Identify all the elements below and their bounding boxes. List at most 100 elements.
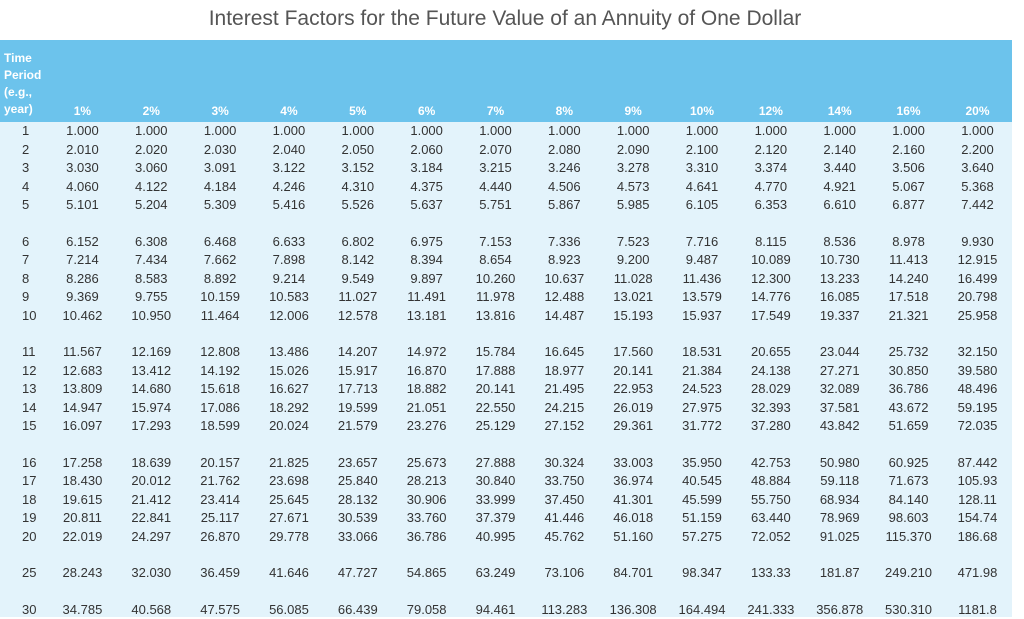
factor-cell: 37.280 — [736, 417, 805, 436]
title: Interest Factors for the Future Value of… — [0, 0, 1010, 38]
factor-cell: 28.213 — [392, 472, 461, 491]
factor-cell: 7.214 — [48, 251, 117, 270]
factor-cell: 72.052 — [736, 528, 805, 547]
factor-cell: 30.906 — [392, 491, 461, 510]
factor-cell: 43.842 — [805, 417, 874, 436]
factor-cell: 25.129 — [461, 417, 530, 436]
factor-cell: 28.029 — [736, 380, 805, 399]
period-cell: 15 — [0, 417, 48, 436]
period-cell: 12 — [0, 362, 48, 381]
factor-cell: 5.368 — [943, 178, 1012, 197]
factor-cell: 17.518 — [874, 288, 943, 307]
factor-cell: 10.462 — [48, 307, 117, 326]
factor-cell: 2.100 — [668, 141, 737, 160]
factor-cell: 7.434 — [117, 251, 186, 270]
factor-cell: 24.297 — [117, 528, 186, 547]
factor-cell: 78.969 — [805, 509, 874, 528]
factor-cell: 10.730 — [805, 251, 874, 270]
factor-cell: 18.977 — [530, 362, 599, 381]
factor-cell: 66.439 — [323, 583, 392, 619]
period-cell: 25 — [0, 546, 48, 583]
factor-cell: 54.865 — [392, 546, 461, 583]
factor-cell: 25.117 — [186, 509, 255, 528]
factor-cell: 11.413 — [874, 251, 943, 270]
factor-cell: 48.496 — [943, 380, 1012, 399]
factor-cell: 3.506 — [874, 159, 943, 178]
factor-cell: 115.370 — [874, 528, 943, 547]
factor-cell: 4.506 — [530, 178, 599, 197]
factor-cell: 36.974 — [599, 472, 668, 491]
period-cell: 18 — [0, 491, 48, 510]
period-cell: 9 — [0, 288, 48, 307]
factor-cell: 3.246 — [530, 159, 599, 178]
factor-cell: 530.310 — [874, 583, 943, 619]
factor-cell: 12.578 — [323, 307, 392, 326]
factor-cell: 5.867 — [530, 196, 599, 215]
factor-cell: 72.035 — [943, 417, 1012, 436]
column-header: 5% — [323, 40, 392, 122]
period-cell: 3 — [0, 159, 48, 178]
factor-cell: 98.603 — [874, 509, 943, 528]
factor-cell: 10.583 — [255, 288, 324, 307]
factor-cell: 2.020 — [117, 141, 186, 160]
factor-cell: 6.633 — [255, 215, 324, 252]
factor-cell: 5.101 — [48, 196, 117, 215]
factor-cell: 2.030 — [186, 141, 255, 160]
factor-cell: 57.275 — [668, 528, 737, 547]
column-header: 16% — [874, 40, 943, 122]
factor-cell: 12.006 — [255, 307, 324, 326]
period-cell: 14 — [0, 399, 48, 418]
factor-cell: 1.000 — [392, 122, 461, 141]
factor-cell: 4.440 — [461, 178, 530, 197]
period-cell: 17 — [0, 472, 48, 491]
column-header: 3% — [186, 40, 255, 122]
factor-cell: 7.716 — [668, 215, 737, 252]
factor-cell: 25.840 — [323, 472, 392, 491]
factor-cell: 23.414 — [186, 491, 255, 510]
factor-cell: 29.361 — [599, 417, 668, 436]
factor-cell: 19.599 — [323, 399, 392, 418]
factor-cell: 113.283 — [530, 583, 599, 619]
factor-cell: 17.560 — [599, 325, 668, 362]
factor-cell: 91.025 — [805, 528, 874, 547]
factor-cell: 3.184 — [392, 159, 461, 178]
factor-cell: 16.645 — [530, 325, 599, 362]
factor-cell: 3.278 — [599, 159, 668, 178]
factor-cell: 13.816 — [461, 307, 530, 326]
period-cell: 5 — [0, 196, 48, 215]
factor-cell: 23.698 — [255, 472, 324, 491]
factor-cell: 21.384 — [668, 362, 737, 381]
factor-cell: 16.097 — [48, 417, 117, 436]
factor-cell: 1.000 — [323, 122, 392, 141]
factor-cell: 13.809 — [48, 380, 117, 399]
factor-cell: 37.379 — [461, 509, 530, 528]
factor-cell: 10.089 — [736, 251, 805, 270]
factor-cell: 1.000 — [117, 122, 186, 141]
factor-cell: 18.639 — [117, 436, 186, 473]
factor-cell: 17.086 — [186, 399, 255, 418]
factor-cell: 16.499 — [943, 270, 1012, 289]
factor-cell: 11.567 — [48, 325, 117, 362]
factor-cell: 5.416 — [255, 196, 324, 215]
factor-cell: 9.200 — [599, 251, 668, 270]
factor-cell: 5.985 — [599, 196, 668, 215]
factor-cell: 3.122 — [255, 159, 324, 178]
factor-cell: 5.204 — [117, 196, 186, 215]
factor-cell: 45.762 — [530, 528, 599, 547]
factor-cell: 84.140 — [874, 491, 943, 510]
factor-cell: 4.310 — [323, 178, 392, 197]
factor-cell: 13.021 — [599, 288, 668, 307]
factor-cell: 14.207 — [323, 325, 392, 362]
factor-cell: 12.808 — [186, 325, 255, 362]
factor-cell: 47.727 — [323, 546, 392, 583]
